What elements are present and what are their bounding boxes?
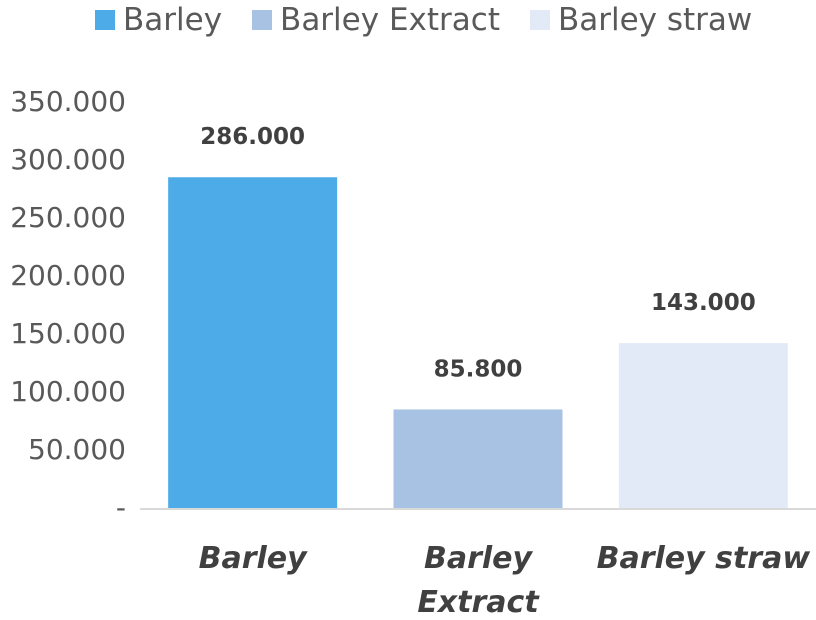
y-tick-label: 150.000	[10, 317, 126, 350]
legend-label-barley-extract: Barley Extract	[280, 2, 500, 38]
y-tick-label: 200.000	[10, 259, 126, 292]
y-tick-label: 250.000	[10, 201, 126, 234]
legend-item-barley-straw: Barley straw	[529, 2, 753, 38]
legend-swatch-barley	[95, 10, 115, 30]
legend-swatch-barley-extract	[252, 10, 273, 30]
x-tick-label: Extract	[417, 585, 540, 620]
legend-label-barley: Barley	[123, 2, 223, 38]
legend-label-barley-straw: Barley straw	[557, 2, 753, 38]
data-label: 143.000	[651, 290, 756, 316]
x-tick-label: Barley straw	[597, 541, 811, 576]
y-tick-label: 50.000	[28, 433, 126, 466]
legend: Barley Barley Extract Barley straw	[95, 2, 782, 38]
legend-item-barley-extract: Barley Extract	[252, 2, 500, 38]
x-tick-label: Barley	[199, 541, 309, 576]
y-tick-label: 100.000	[10, 375, 126, 408]
legend-item-barley: Barley	[95, 2, 222, 38]
data-label: 85.800	[434, 356, 523, 382]
legend-swatch-barley-straw	[529, 10, 550, 30]
data-label: 286.000	[200, 124, 305, 150]
bar-barley	[168, 177, 338, 510]
y-tick-label: -	[116, 491, 126, 524]
y-tick-label: 350.000	[10, 85, 126, 118]
bar-barley-straw	[618, 343, 788, 509]
x-tick-label: Barley	[424, 541, 534, 576]
y-tick-label: 300.000	[10, 143, 126, 176]
bar-barley-extract	[393, 409, 563, 509]
